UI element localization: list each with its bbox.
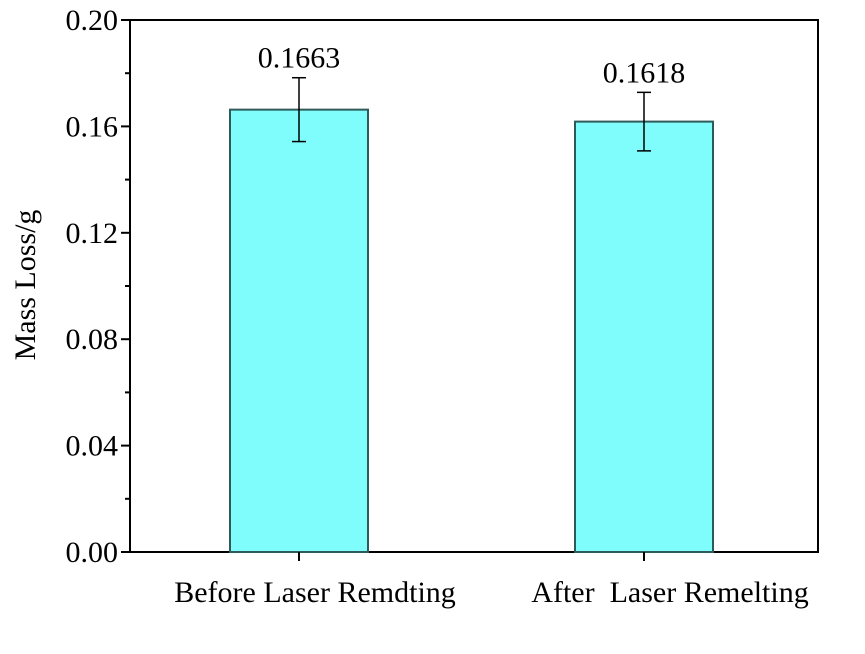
y-tick-label: 0.08 xyxy=(66,323,119,356)
bar-data-label: 0.1618 xyxy=(603,56,686,89)
y-tick-label: 0.12 xyxy=(66,217,119,250)
y-tick-label: 0.16 xyxy=(66,110,119,143)
y-tick-label: 0.20 xyxy=(66,4,119,37)
bar-data-label: 0.1663 xyxy=(258,42,341,75)
bar xyxy=(574,120,714,553)
y-axis-title: Mass Loss/g xyxy=(9,210,42,361)
y-tick-label: 0.00 xyxy=(66,536,119,569)
x-category-label: Before Laser Remdting xyxy=(174,576,456,609)
y-tick-label: 0.04 xyxy=(66,430,119,463)
bar xyxy=(229,108,369,553)
x-category-label: After Laser Remelting xyxy=(531,576,808,609)
